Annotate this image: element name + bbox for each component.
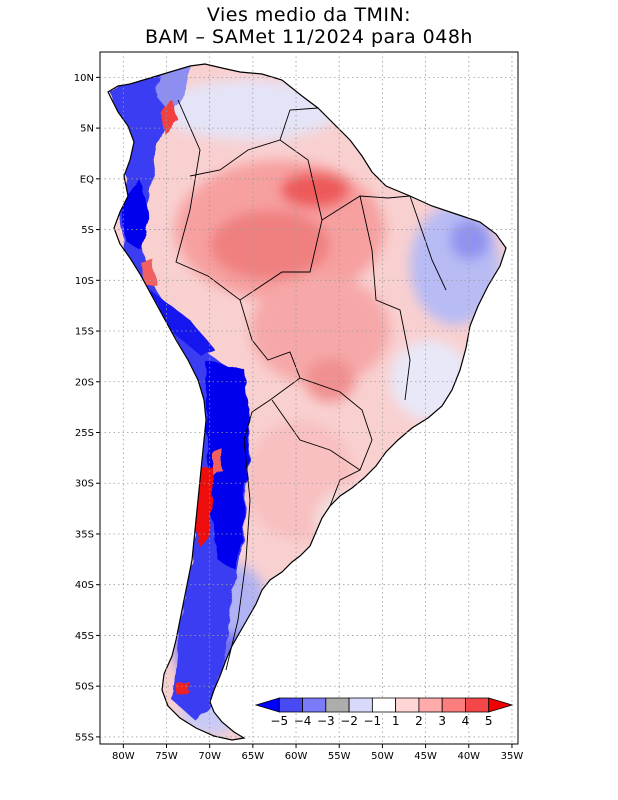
latitude-axis: 10N 5N EQ 5S 10S 15S 20S 25S 30S 35S 40S 45S 50S 55S [74, 73, 100, 743]
lat-tick-label: 45S [75, 631, 94, 642]
colorbar-label: −2 [340, 714, 358, 728]
lat-tick-label: 5N [80, 124, 94, 135]
colorbar-swatch [278, 697, 303, 713]
lon-tick-label: 65W [242, 751, 265, 762]
colorbar-label: 4 [462, 714, 470, 728]
colorbar-label: 2 [415, 714, 423, 728]
lat-tick-label: 20S [75, 377, 94, 388]
country-borders [175, 99, 447, 671]
longitude-axis: 80W 75W 70W 65W 60W 55W 50W 45W 40W 35W [112, 744, 523, 762]
colorbar-swatch [348, 697, 373, 713]
lon-tick-label: 40W [457, 751, 480, 762]
lat-tick-label: 5S [81, 225, 94, 236]
lat-tick-label: 55S [75, 732, 94, 743]
colorbar-label: −5 [270, 714, 288, 728]
colorbar-swatch [395, 697, 420, 713]
map-title-line-1: Vies medio da TMIN: [206, 4, 412, 26]
colorbar-swatch [371, 697, 397, 713]
colorbar-swatch [302, 697, 327, 713]
colorbar-label: −3 [317, 714, 335, 728]
lon-tick-label: 80W [112, 751, 135, 762]
colorbar-swatch [418, 697, 443, 713]
lon-tick-label: 55W [328, 751, 351, 762]
lat-tick-label: 10N [74, 73, 94, 84]
colorbar-label: −1 [364, 714, 382, 728]
colorbar-label: −4 [294, 714, 312, 728]
lat-tick-label: EQ [80, 174, 94, 185]
lat-lon-grid [100, 52, 518, 744]
lat-tick-label: 35S [75, 529, 94, 540]
lat-tick-label: 25S [75, 428, 94, 439]
lat-tick-label: 15S [75, 327, 94, 338]
lat-tick-label: 40S [75, 580, 94, 591]
colorbar-label: 3 [438, 714, 446, 728]
lon-tick-label: 50W [371, 751, 394, 762]
lat-tick-label: 50S [75, 682, 94, 693]
colorbar-swatch [488, 697, 514, 713]
lon-tick-label: 35W [501, 751, 524, 762]
colorbar: −5 −4 −3 −2 −1 1 2 3 4 5 [254, 697, 514, 728]
lon-tick-label: 60W [285, 751, 308, 762]
map-title-line-2: BAM – SAMet 11/2024 para 048h [145, 26, 473, 48]
lat-tick-label: 30S [75, 479, 94, 490]
colorbar-swatch [441, 697, 466, 713]
lon-tick-label: 45W [414, 751, 437, 762]
colorbar-label: 5 [485, 714, 493, 728]
map-frame [99, 51, 519, 745]
bias-field [108, 64, 506, 740]
lon-tick-label: 75W [155, 751, 178, 762]
colorbar-label: 1 [392, 714, 400, 728]
lat-tick-label: 10S [75, 276, 94, 287]
colorbar-swatch [465, 697, 490, 713]
colorbar-swatch [325, 697, 350, 713]
lon-tick-label: 70W [198, 751, 221, 762]
colorbar-swatch [254, 697, 280, 713]
